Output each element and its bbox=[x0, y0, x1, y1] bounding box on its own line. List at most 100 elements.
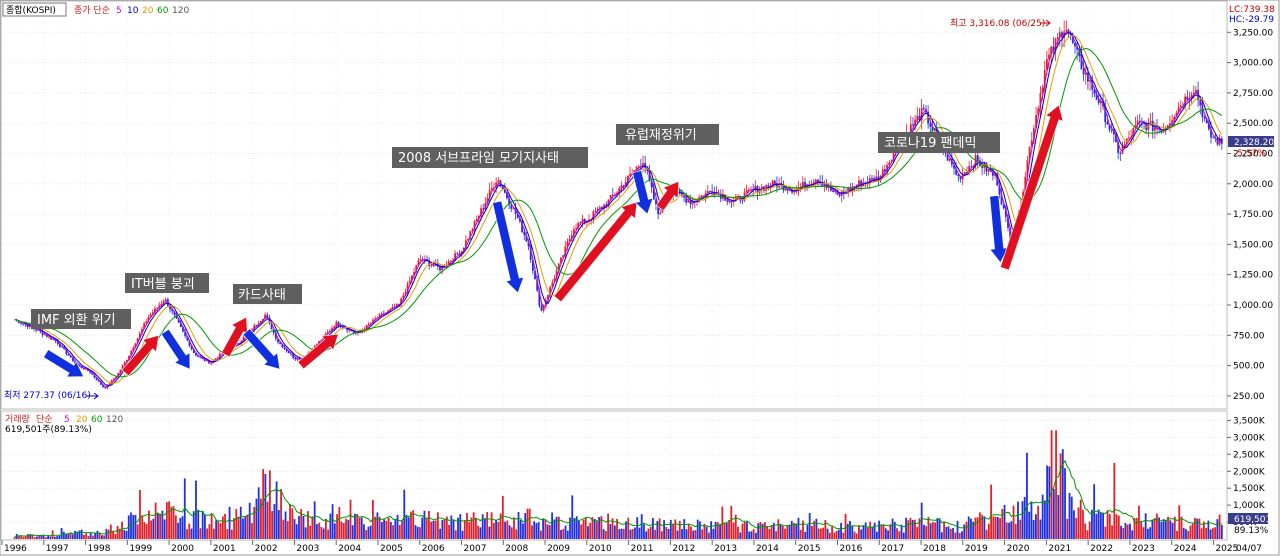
price-candle bbox=[465, 240, 467, 248]
price-candle bbox=[378, 314, 381, 318]
volume-bar bbox=[363, 524, 365, 539]
volume-bar bbox=[1115, 514, 1118, 539]
price-candle bbox=[272, 329, 275, 333]
volume-bar bbox=[750, 531, 753, 539]
price-candle bbox=[469, 231, 472, 239]
last-volume-value: 619,501 bbox=[1234, 515, 1271, 525]
volume-bar bbox=[916, 527, 919, 539]
volume-bar bbox=[412, 510, 415, 539]
price-title: 종합(KOSPI) bbox=[6, 5, 56, 16]
price-candle bbox=[1030, 140, 1033, 147]
price-candle bbox=[123, 362, 126, 366]
annotation-euro-crisis-text: 유럽재정위기 bbox=[625, 128, 697, 143]
volume-bar bbox=[739, 532, 742, 539]
volume-bar bbox=[499, 513, 502, 539]
volume-bar bbox=[266, 501, 269, 539]
volume-bar bbox=[593, 518, 596, 539]
volume-bar bbox=[914, 519, 916, 539]
price-candle bbox=[1171, 120, 1174, 124]
price-candle bbox=[136, 338, 139, 344]
price-candle bbox=[1045, 58, 1048, 71]
volume-bar bbox=[495, 520, 498, 539]
volume-bar bbox=[277, 509, 280, 539]
volume-bar bbox=[307, 511, 309, 539]
price-candle bbox=[564, 246, 567, 256]
price-candle bbox=[48, 336, 50, 338]
volume-bar bbox=[492, 523, 495, 539]
volume-bar bbox=[1048, 466, 1051, 539]
volume-bar bbox=[445, 516, 448, 539]
volume-bar bbox=[338, 507, 341, 539]
volume-bar bbox=[737, 526, 739, 539]
price-candle bbox=[186, 336, 189, 341]
volume-bar bbox=[634, 527, 636, 539]
volume-bar bbox=[1097, 509, 1100, 539]
volume-bar bbox=[1095, 513, 1098, 539]
volume-bar bbox=[582, 519, 585, 539]
volume-bar bbox=[609, 524, 612, 539]
volume-bar bbox=[685, 529, 688, 539]
volume-bar bbox=[985, 529, 988, 539]
price-candle bbox=[1166, 125, 1169, 129]
price-candle bbox=[1065, 29, 1068, 32]
volume-bar bbox=[1068, 492, 1071, 539]
price-candle bbox=[819, 182, 822, 184]
price-candle bbox=[495, 182, 498, 188]
arrow-up-recovery-1999 bbox=[121, 334, 160, 377]
volume-bar bbox=[862, 525, 865, 539]
volume-bar bbox=[607, 513, 609, 539]
volume-bar bbox=[183, 478, 186, 539]
volume-bar bbox=[918, 518, 921, 539]
volume-bar bbox=[699, 521, 701, 539]
price-candle bbox=[1201, 105, 1204, 118]
volume-bar bbox=[387, 517, 390, 539]
price-candle bbox=[52, 339, 55, 341]
x-tick-label: 2000 bbox=[171, 544, 194, 554]
volume-bar bbox=[540, 530, 542, 539]
volume-bar bbox=[1124, 522, 1127, 539]
price-candle bbox=[551, 282, 554, 287]
volume-bar bbox=[423, 510, 426, 539]
price-candle bbox=[1093, 89, 1096, 94]
price-candle bbox=[259, 320, 262, 324]
volume-bar bbox=[107, 529, 110, 539]
volume-bar bbox=[826, 528, 829, 539]
volume-bar bbox=[396, 514, 399, 539]
volume-bar bbox=[13, 537, 16, 539]
price-candle bbox=[1156, 127, 1158, 129]
volume-bar bbox=[300, 508, 303, 539]
volume-bar bbox=[369, 525, 372, 539]
volume-bar bbox=[871, 526, 874, 539]
volume-tick-label: 2,000K bbox=[1233, 467, 1266, 477]
volume-bar bbox=[1164, 519, 1167, 539]
volume-bar bbox=[450, 515, 453, 539]
price-candle bbox=[981, 165, 983, 168]
price-candle bbox=[637, 166, 640, 168]
price-tick-label: 750.00 bbox=[1233, 331, 1265, 341]
price-candle bbox=[17, 320, 20, 323]
x-tick-label: 2014 bbox=[756, 544, 779, 554]
price-candle bbox=[506, 192, 508, 199]
volume-bar bbox=[260, 498, 262, 539]
price-candle bbox=[873, 178, 876, 182]
price-candle bbox=[28, 325, 31, 328]
volume-bar bbox=[725, 523, 728, 539]
price-candle bbox=[881, 169, 884, 176]
volume-bar bbox=[889, 524, 892, 539]
price-candle bbox=[255, 325, 258, 326]
price-candle bbox=[197, 355, 200, 357]
price-candle bbox=[804, 181, 806, 188]
volume-bar bbox=[181, 516, 184, 539]
volume-bar bbox=[273, 504, 276, 539]
volume-ma60-label: 60 bbox=[91, 415, 103, 425]
price-candle bbox=[121, 365, 124, 370]
volume-bar bbox=[580, 524, 583, 539]
price-candle bbox=[320, 339, 323, 342]
volume-bar bbox=[524, 513, 527, 539]
volume-bar bbox=[1180, 516, 1183, 539]
volume-bar bbox=[457, 517, 459, 539]
price-candle bbox=[1028, 146, 1031, 161]
price-candle bbox=[333, 326, 336, 329]
price-candle bbox=[1216, 138, 1219, 145]
volume-bar bbox=[80, 529, 83, 539]
